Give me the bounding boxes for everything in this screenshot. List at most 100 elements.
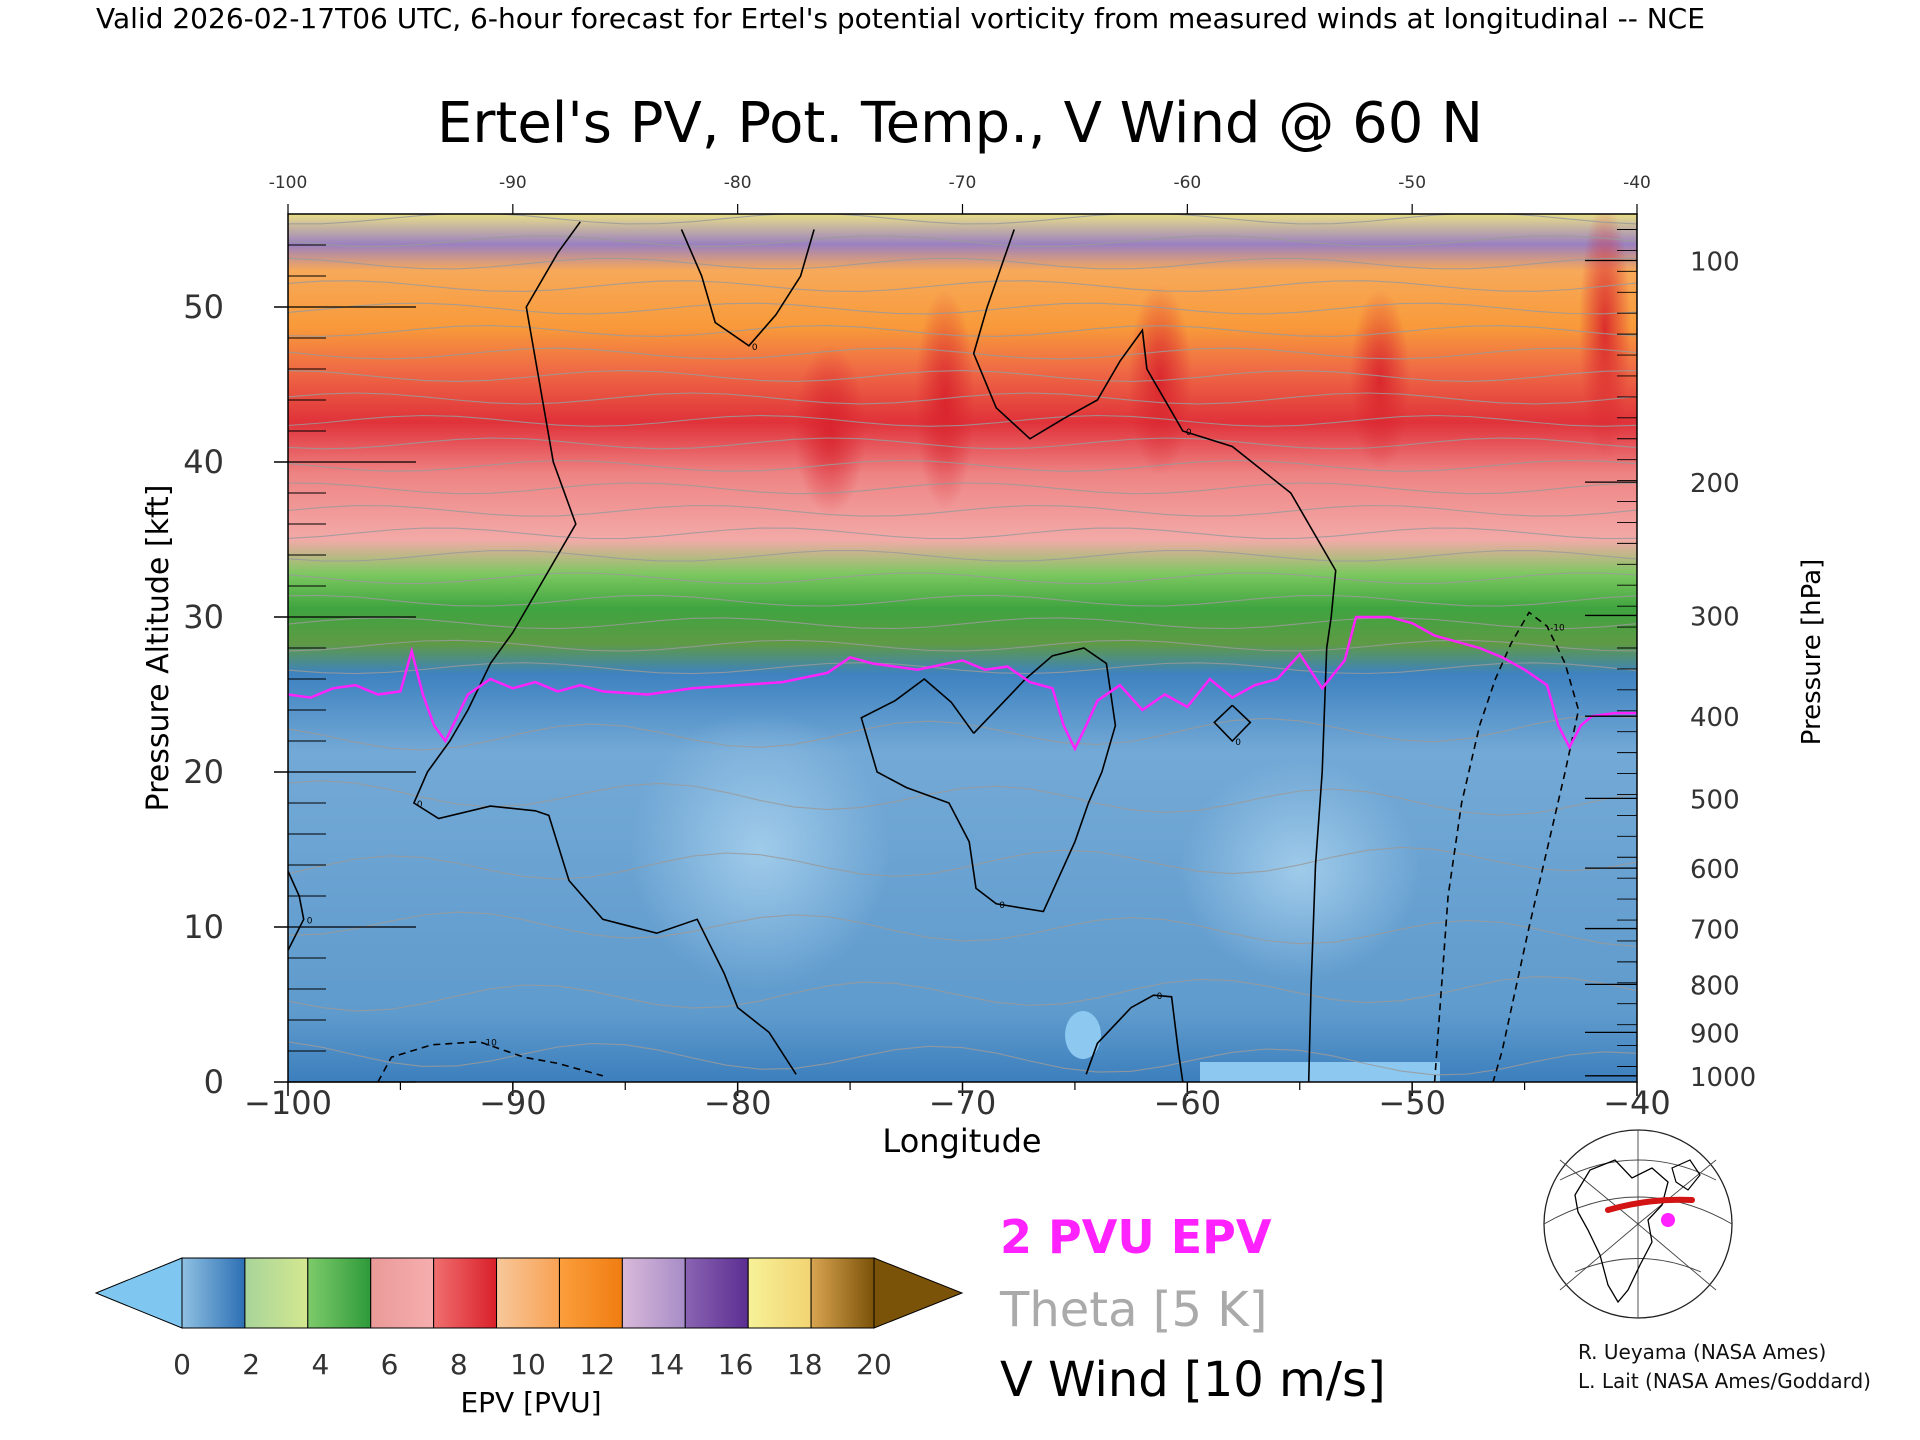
theta-contour-line <box>288 715 1637 751</box>
epv-red-tongue <box>915 290 975 510</box>
vwind-contour-label: -10 <box>1550 623 1565 633</box>
vwind-contour-line <box>412 221 797 1075</box>
theta-contour-line <box>288 976 1637 1012</box>
theta-contour-line <box>288 846 1637 880</box>
epv-red-tongue <box>1350 290 1410 470</box>
x-axis-label: Longitude <box>882 1122 1041 1160</box>
top-x-tick-label: -70 <box>949 173 977 193</box>
colorbar-tick-label: 8 <box>450 1348 468 1381</box>
vwind-contour-label: 0 <box>417 800 423 810</box>
theta-contour-line <box>288 325 1637 337</box>
colorbar-under-arrow <box>94 1257 183 1329</box>
colorbar-tick-label: 10 <box>510 1348 546 1381</box>
colorbar-segment <box>244 1257 309 1329</box>
vwind-contour-label: 0 <box>307 916 313 926</box>
pressure-tick-label: 900 <box>1690 1019 1740 1049</box>
vwind-contour-label: 0 <box>752 343 758 353</box>
epv-low-patch <box>1065 1011 1101 1059</box>
epv-red-tongue <box>794 345 866 515</box>
theta-contour-line <box>288 527 1637 540</box>
theta-contour-line <box>288 911 1637 948</box>
colorbar-segment <box>307 1257 372 1329</box>
legend-theta: Theta [5 K] <box>1000 1282 1268 1338</box>
legend-vwind: V Wind [10 m/s] <box>1000 1352 1386 1408</box>
colorbar-segment <box>558 1257 623 1329</box>
top-x-tick-label: -90 <box>499 173 527 193</box>
vwind-contour-line <box>680 229 815 347</box>
colorbar-tick-label: 18 <box>787 1348 823 1381</box>
vwind-contours: 0 0 0 0 0 0 0 -10 -10 <box>288 221 1580 1082</box>
credits: R. Ueyama (NASA Ames) L. Lait (NASA Ames… <box>1578 1338 1871 1396</box>
credit-line-1: R. Ueyama (NASA Ames) <box>1578 1340 1827 1364</box>
epv-field: 0 0 0 0 0 0 0 -10 -10 <box>288 214 1637 1082</box>
theta-contour-line <box>288 302 1637 315</box>
pressure-tick-label: 400 <box>1690 703 1740 733</box>
colorbar-segment <box>181 1257 246 1329</box>
pressure-tick-label: 800 <box>1690 971 1740 1001</box>
location-marker <box>1661 1213 1675 1227</box>
y-axis-label-left: Pressure Altitude [kft] <box>141 485 176 812</box>
top-x-tick-label: -50 <box>1398 173 1426 193</box>
vwind-contour-line <box>288 870 305 951</box>
north-america-outline <box>1574 1159 1669 1304</box>
pressure-tick-label: 1000 <box>1690 1063 1756 1093</box>
pressure-tick-label: 100 <box>1690 248 1740 278</box>
locator-map <box>1543 1129 1733 1319</box>
vwind-contour-label: 0 <box>1157 992 1163 1002</box>
theta-contour-line <box>288 504 1637 517</box>
credit-line-2: L. Lait (NASA Ames/Goddard) <box>1578 1369 1871 1393</box>
colorbar-tick-label: 20 <box>856 1348 892 1381</box>
top-x-tick-label: -100 <box>269 173 308 193</box>
vwind-contour-line <box>377 1040 604 1082</box>
x-tick-label: −90 <box>479 1084 547 1122</box>
vwind-contour-label: -10 <box>482 1039 497 1049</box>
epv-light-region <box>1180 760 1420 980</box>
cross-section-path <box>1605 1196 1695 1213</box>
colorbar-segment <box>684 1257 749 1329</box>
colorbar-segment <box>747 1257 812 1329</box>
colorbar-tick-label: 0 <box>173 1348 191 1381</box>
colorbar-tick-label: 12 <box>579 1348 615 1381</box>
x-tick-label: −80 <box>704 1084 772 1122</box>
colorbar-over-arrow <box>873 1257 964 1329</box>
pressure-tick-label: 600 <box>1690 855 1740 885</box>
top-x-tick-label: -40 <box>1623 173 1651 193</box>
theta-contour-line <box>288 370 1637 382</box>
x-tick-label: −60 <box>1154 1084 1222 1122</box>
colorbar-segment <box>810 1257 875 1329</box>
x-tick-label: −40 <box>1603 1084 1671 1122</box>
theta-contour-line <box>288 459 1637 472</box>
legend-epv: 2 PVU EPV <box>1000 1210 1271 1264</box>
vwind-contour-label: 0 <box>1235 738 1241 748</box>
vwind-contour-line <box>1213 704 1252 743</box>
theta-contour-line <box>288 482 1637 495</box>
chart-title: Ertel's PV, Pot. Temp., V Wind @ 60 N <box>437 91 1483 156</box>
epv-colorbar: 0 2 4 6 8 10 12 14 16 18 20 <box>94 1257 964 1381</box>
y-tick-label: 30 <box>183 598 224 636</box>
vwind-contour-line <box>860 647 1117 913</box>
epv-2pvu-contour <box>288 615 1637 752</box>
theta-contour-line <box>288 437 1637 450</box>
y-axis-label-right: Pressure [hPa] <box>1797 559 1827 746</box>
theta-contour-line <box>288 594 1637 607</box>
colorbar-tick-label: 6 <box>381 1348 399 1381</box>
legend-epv-label: 2 PVU EPV <box>1000 1210 1272 1264</box>
y-tick-label: 40 <box>183 443 224 481</box>
vwind-contour-label: 0 <box>999 901 1005 911</box>
x-tick-label: −50 <box>1378 1084 1446 1122</box>
theta-contours <box>288 214 1637 1076</box>
y-tick-label: 10 <box>183 908 224 946</box>
map-longitude-lines <box>1559 1130 1717 1318</box>
vwind-contour-line <box>1433 611 1580 1082</box>
x-tick-label: −70 <box>929 1084 997 1122</box>
top-x-tick-label: -80 <box>724 173 752 193</box>
vwind-contour-line <box>972 229 1337 1082</box>
pressure-tick-label: 200 <box>1690 469 1740 499</box>
epv-light-region <box>630 710 890 990</box>
y-tick-label: 0 <box>204 1063 224 1101</box>
header-line: Valid 2026-02-17T06 UTC, 6-hour forecast… <box>96 2 1705 35</box>
theta-contour-line <box>288 639 1637 652</box>
greenland-outline <box>1671 1159 1701 1191</box>
theta-contour-line <box>288 347 1637 360</box>
